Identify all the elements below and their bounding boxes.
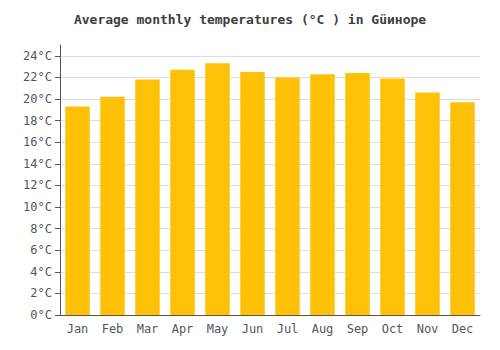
svg-text:Sep: Sep <box>347 322 369 336</box>
svg-text:Dec: Dec <box>452 322 474 336</box>
svg-text:Feb: Feb <box>102 322 124 336</box>
svg-text:16°C: 16°C <box>23 135 52 149</box>
svg-text:10°C: 10°C <box>23 200 52 214</box>
svg-text:Jun: Jun <box>242 322 264 336</box>
svg-text:2°C: 2°C <box>30 286 52 300</box>
svg-text:Apr: Apr <box>172 322 194 336</box>
svg-text:0°C: 0°C <box>30 308 52 322</box>
svg-text:6°C: 6°C <box>30 243 52 257</box>
svg-text:Jan: Jan <box>67 322 89 336</box>
svg-text:Nov: Nov <box>417 322 439 336</box>
svg-text:Average monthly temperatures (: Average monthly temperatures (°C ) in Gü… <box>74 12 426 27</box>
svg-text:Jul: Jul <box>277 322 299 336</box>
svg-text:Oct: Oct <box>382 322 404 336</box>
svg-text:22°C: 22°C <box>23 70 52 84</box>
svg-text:May: May <box>207 322 229 336</box>
svg-text:8°C: 8°C <box>30 222 52 236</box>
svg-text:12°C: 12°C <box>23 178 52 192</box>
svg-text:24°C: 24°C <box>23 49 52 63</box>
svg-text:20°C: 20°C <box>23 92 52 106</box>
svg-text:4°C: 4°C <box>30 265 52 279</box>
svg-text:Mar: Mar <box>137 322 159 336</box>
svg-text:Aug: Aug <box>312 322 334 336</box>
svg-text:18°C: 18°C <box>23 114 52 128</box>
svg-text:14°C: 14°C <box>23 157 52 171</box>
